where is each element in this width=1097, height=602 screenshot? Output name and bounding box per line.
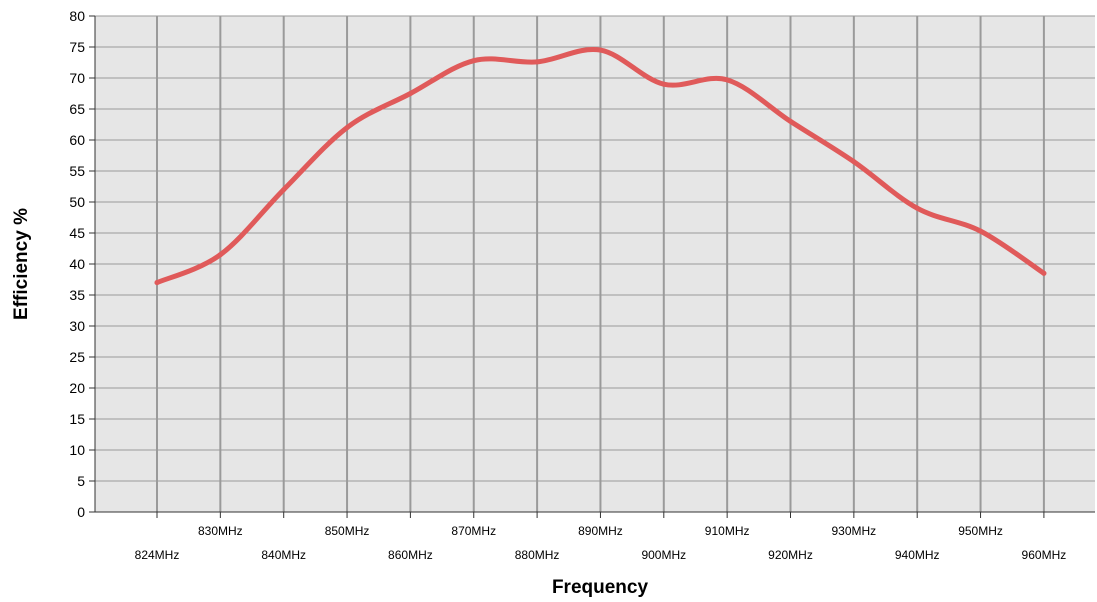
data-point — [344, 125, 350, 131]
x-tick-label: 910MHz — [705, 524, 750, 538]
x-tick-label: 920MHz — [768, 548, 813, 562]
data-point — [1041, 270, 1047, 276]
data-point — [914, 205, 920, 211]
y-tick-label: 55 — [69, 163, 85, 179]
x-tick-label: 870MHz — [451, 524, 496, 538]
x-tick-label: 960MHz — [1022, 548, 1067, 562]
data-point — [851, 159, 857, 165]
y-tick-label: 60 — [69, 132, 85, 148]
data-point — [471, 58, 477, 64]
x-tick-label: 930MHz — [832, 524, 877, 538]
y-tick-label: 5 — [77, 473, 85, 489]
x-tick-label: 900MHz — [641, 548, 686, 562]
x-tick-label: 880MHz — [515, 548, 560, 562]
data-point — [978, 228, 984, 234]
data-point — [217, 252, 223, 258]
y-tick-label: 30 — [69, 318, 85, 334]
y-tick-label: 20 — [69, 380, 85, 396]
data-point — [724, 77, 730, 83]
y-axis-title: Efficiency % — [11, 208, 32, 320]
y-tick-label: 0 — [77, 504, 85, 520]
y-tick-label: 65 — [69, 101, 85, 117]
y-tick-label: 50 — [69, 194, 85, 210]
x-axis-ticks: 824MHz 830MHz 840MHz 850MHz 860MHz 870MHz 880M… — [135, 512, 1067, 562]
x-tick-label: 850MHz — [325, 524, 370, 538]
y-tick-label: 40 — [69, 256, 85, 272]
data-point — [281, 187, 287, 193]
series-layer — [154, 46, 1047, 286]
x-tick-label: 940MHz — [895, 548, 940, 562]
x-tick-label: 830MHz — [198, 524, 243, 538]
x-tick-label: 950MHz — [958, 524, 1003, 538]
y-tick-label: 70 — [69, 70, 85, 86]
data-point — [788, 118, 793, 124]
y-tick-label: 75 — [69, 39, 85, 55]
x-tick-label: 840MHz — [261, 548, 306, 562]
y-tick-label: 10 — [69, 442, 85, 458]
x-tick-label: 890MHz — [578, 524, 623, 538]
y-tick-label: 25 — [69, 349, 85, 365]
data-point — [597, 47, 603, 53]
y-tick-label: 35 — [69, 287, 85, 303]
y-tick-label: 15 — [69, 411, 85, 427]
data-point — [534, 59, 540, 65]
y-axis-ticks: 0 5 10 15 20 25 30 35 40 45 50 55 60 65 70 75 80 — [69, 8, 95, 520]
x-axis-title: Frequency — [552, 577, 649, 598]
y-tick-label: 45 — [69, 225, 85, 241]
y-tick-label: 80 — [69, 8, 85, 24]
x-tick-label: 824MHz — [135, 548, 180, 562]
x-tick-label: 860MHz — [388, 548, 433, 562]
data-point — [154, 280, 160, 286]
data-point — [661, 81, 667, 87]
data-point — [407, 91, 413, 96]
